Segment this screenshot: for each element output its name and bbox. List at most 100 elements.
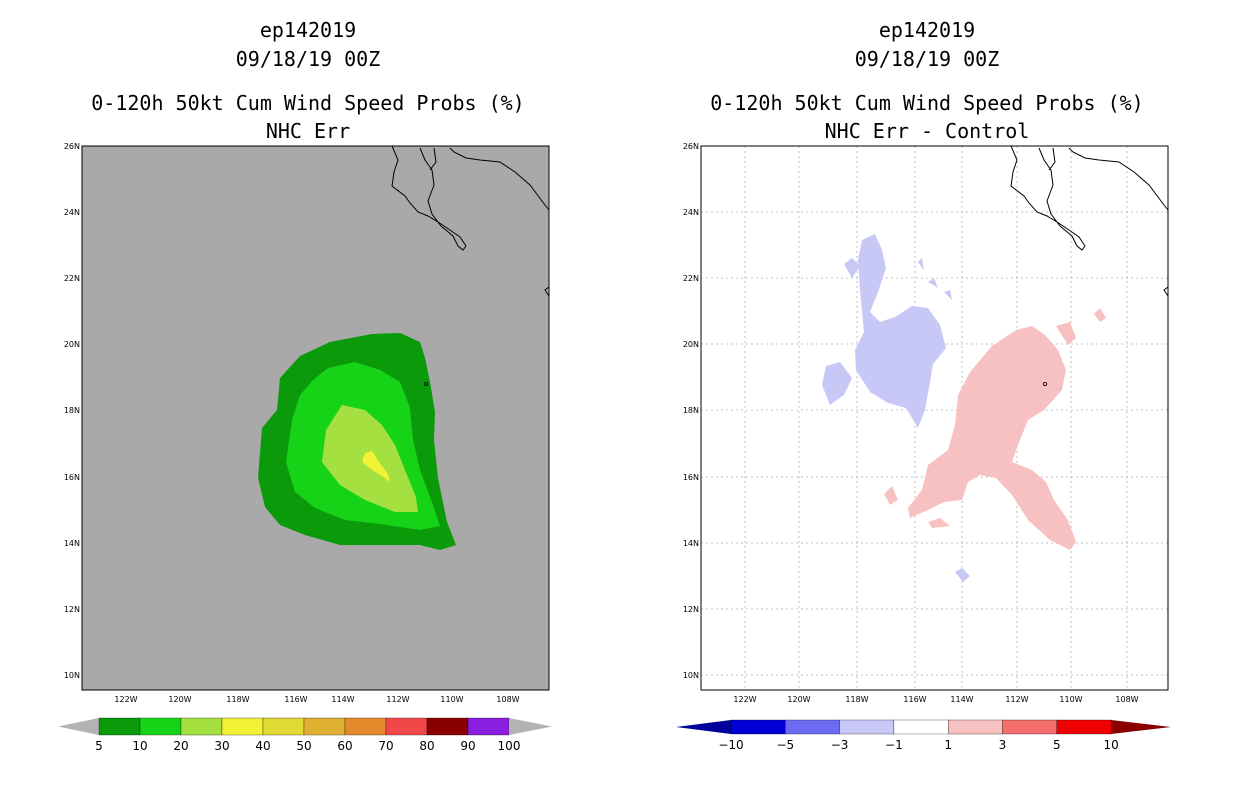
right-positive-diff-area bbox=[1094, 308, 1106, 322]
right-colorbar-swatch bbox=[893, 719, 949, 735]
right-lat-label: 24N bbox=[683, 208, 699, 217]
left-colorbar-label: 10 bbox=[132, 739, 147, 753]
left-mainland-coast bbox=[544, 286, 550, 297]
left-colorbar-swatch bbox=[426, 717, 469, 736]
left-colorbar-swatch bbox=[303, 717, 346, 736]
left-colorbar-label: 5 bbox=[95, 739, 103, 753]
right-colorbar-swatch bbox=[1056, 719, 1112, 735]
right-lon-label: 122W bbox=[733, 695, 756, 704]
left-map-frame bbox=[81, 145, 550, 691]
left-colorbar-label: 80 bbox=[419, 739, 434, 753]
right-lat-label: 26N bbox=[683, 142, 699, 151]
right-lon-label: 114W bbox=[950, 695, 973, 704]
left-map bbox=[81, 145, 550, 691]
right-latitude-labels: 26N 24N 22N 20N 18N 16N 14N 12N 10N bbox=[683, 142, 699, 680]
right-title-subtitle: NHC Err - Control bbox=[825, 119, 1030, 143]
left-lon-label: 110W bbox=[440, 695, 463, 704]
left-colorbar-label: 20 bbox=[173, 739, 188, 753]
right-lon-label: 116W bbox=[903, 695, 926, 704]
right-lon-label: 120W bbox=[787, 695, 810, 704]
left-colorbar-label: 100 bbox=[498, 739, 521, 753]
right-map-background bbox=[701, 146, 1168, 690]
left-latitude-labels: 26N 24N 22N 20N 18N 16N 14N 12N 10N bbox=[64, 142, 80, 680]
right-colorbar-label: −3 bbox=[831, 738, 849, 752]
right-negative-diff-area bbox=[955, 568, 970, 582]
right-colorbar-label: −10 bbox=[718, 738, 743, 752]
right-longitude-labels: 122W 120W 118W 116W 114W 112W 110W 108W bbox=[733, 695, 1138, 704]
left-lat-label: 10N bbox=[64, 671, 80, 680]
left-lon-label: 112W bbox=[386, 695, 409, 704]
left-colorbar-swatch bbox=[180, 717, 223, 736]
right-island-marker bbox=[1043, 381, 1048, 386]
left-title-subtitle: NHC Err bbox=[266, 119, 350, 143]
right-title-storm: ep142019 bbox=[879, 18, 975, 42]
right-colorbar-high-end bbox=[1111, 720, 1171, 734]
right-colorbar-low-end bbox=[676, 720, 731, 734]
right-colorbar-swatch bbox=[839, 719, 895, 735]
left-lat-label: 26N bbox=[64, 142, 80, 151]
right-colorbar-swatch bbox=[785, 719, 840, 735]
left-colorbar-label: 30 bbox=[214, 739, 229, 753]
right-colorbar-label: −5 bbox=[776, 738, 794, 752]
right-map-grid bbox=[701, 146, 1168, 690]
left-lon-label: 118W bbox=[226, 695, 249, 704]
right-colorbar-swatch bbox=[1002, 719, 1057, 735]
left-colorbar-swatch bbox=[385, 717, 428, 736]
right-lat-label: 22N bbox=[683, 274, 699, 283]
left-title-product: 0-120h 50kt Cum Wind Speed Probs (%) bbox=[91, 91, 524, 115]
right-colorbar-label: 10 bbox=[1103, 738, 1118, 752]
right-negative-diff-area bbox=[855, 234, 946, 428]
left-colorbar-label: 50 bbox=[296, 739, 311, 753]
left-lon-label: 108W bbox=[496, 695, 519, 704]
left-lon-label: 122W bbox=[114, 695, 137, 704]
right-colorbar: −10 −5 −3 −1 1 3 5 10 bbox=[676, 719, 1171, 752]
left-colorbar-swatch bbox=[221, 717, 264, 736]
right-lat-label: 12N bbox=[683, 605, 699, 614]
right-lat-label: 14N bbox=[683, 539, 699, 548]
right-map-frame bbox=[700, 145, 1169, 691]
right-lat-label: 10N bbox=[683, 671, 699, 680]
left-colorbar-label: 90 bbox=[460, 739, 475, 753]
right-negative-diff-area bbox=[844, 258, 860, 278]
left-lon-label: 114W bbox=[331, 695, 354, 704]
right-colorbar-label: 5 bbox=[1053, 738, 1061, 752]
right-lon-label: 110W bbox=[1059, 695, 1082, 704]
left-colorbar-swatch bbox=[467, 717, 510, 736]
right-lon-label: 108W bbox=[1115, 695, 1138, 704]
right-colorbar-swatch bbox=[730, 719, 786, 735]
left-colorbar-swatch bbox=[262, 717, 305, 736]
left-island-marker bbox=[423, 381, 428, 386]
left-lat-label: 20N bbox=[64, 340, 80, 349]
left-title-date: 09/18/19 00Z bbox=[236, 47, 381, 71]
right-coastline bbox=[1010, 145, 1169, 251]
right-positive-diff-area bbox=[908, 326, 1076, 550]
left-lat-label: 16N bbox=[64, 473, 80, 482]
left-lat-label: 18N bbox=[64, 406, 80, 415]
left-longitude-labels: 122W 120W 118W 116W 114W 112W 110W 108W bbox=[114, 695, 519, 704]
left-colorbar-swatch bbox=[98, 717, 141, 736]
left-colorbar-swatch bbox=[139, 717, 182, 736]
left-lat-label: 24N bbox=[64, 208, 80, 217]
right-lat-label: 18N bbox=[683, 406, 699, 415]
left-colorbar-label: 40 bbox=[255, 739, 270, 753]
right-lon-label: 112W bbox=[1005, 695, 1028, 704]
right-mainland-coast bbox=[1163, 286, 1169, 297]
right-positive-diff-area bbox=[928, 518, 950, 528]
left-prob-30-area bbox=[362, 451, 390, 482]
left-colorbar-high-end bbox=[509, 718, 552, 735]
left-lat-label: 14N bbox=[64, 539, 80, 548]
left-lon-label: 120W bbox=[168, 695, 191, 704]
right-map bbox=[700, 145, 1169, 691]
right-negative-diff-area bbox=[918, 258, 952, 300]
right-lon-label: 118W bbox=[845, 695, 868, 704]
right-title-product: 0-120h 50kt Cum Wind Speed Probs (%) bbox=[710, 91, 1143, 115]
right-positive-diff-area bbox=[1056, 322, 1076, 345]
left-colorbar-low-end bbox=[58, 718, 99, 735]
right-lat-label: 20N bbox=[683, 340, 699, 349]
right-lat-label: 16N bbox=[683, 473, 699, 482]
left-lat-label: 22N bbox=[64, 274, 80, 283]
left-colorbar-label: 60 bbox=[337, 739, 352, 753]
left-colorbar: 5 10 20 30 40 50 60 70 80 90 100 bbox=[58, 717, 552, 753]
right-positive-diff-area bbox=[884, 486, 898, 505]
